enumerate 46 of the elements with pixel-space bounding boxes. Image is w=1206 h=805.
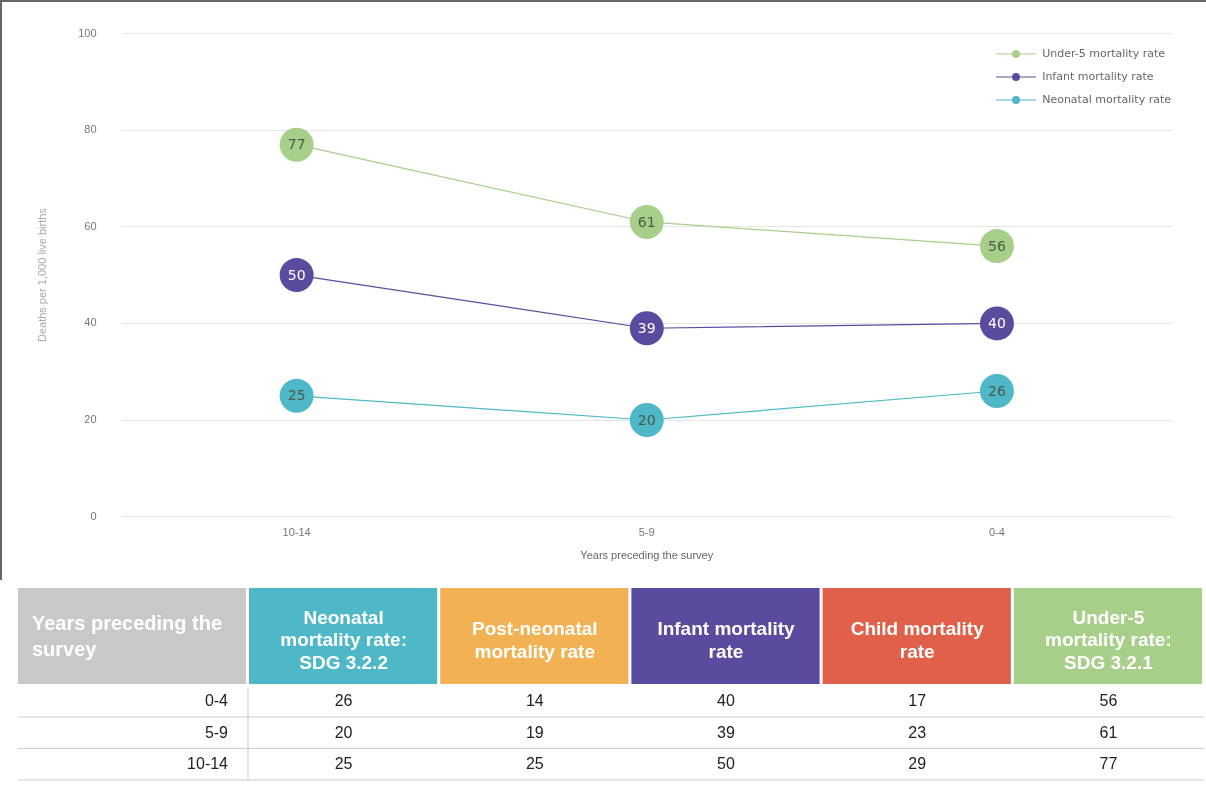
x-tick-label: 5-9 [638,526,655,539]
y-tick-label: 5-9 [204,723,229,741]
data-label: 17 [908,692,927,710]
data-label: 25 [334,755,353,773]
data-label: 61 [637,213,656,230]
legend-label: Infant mortality rate [1042,70,1154,83]
data-label: 50 [717,755,735,773]
y-tick-label: 100 [78,26,97,39]
data-label: 39 [717,723,735,741]
data-label: 26 [988,382,1006,399]
x-tick-label: Infant mortality rate [657,618,796,662]
legend-label: Neonatal mortality rate [1042,93,1171,106]
data-label: 50 [287,266,306,283]
data-label: 14 [525,692,544,710]
data-label: 39 [637,319,656,336]
data-label: 56 [988,237,1006,254]
y-tick-label: 0 [90,509,97,522]
data-label: 19 [525,723,544,741]
data-label: 61 [1099,723,1118,741]
data-label: 25 [525,755,544,773]
y-tick-label: 10-14 [187,755,229,773]
y-tick-label: 80 [84,123,97,136]
x-tick-label: Neonatal mortality rate: SDG 3.2.2 [280,606,407,674]
data-label: 77 [1099,755,1118,773]
y-tick-label: 40 [84,316,97,329]
data-label: 25 [287,387,306,404]
data-label: 40 [717,692,735,710]
data-label: 77 [287,136,306,153]
data-label: 26 [334,692,353,710]
y-tick-label: 20 [84,413,97,426]
data-label: 40 [988,315,1006,332]
data-label: 29 [908,755,927,773]
legend-label: Under-5 mortality rate [1042,47,1166,60]
data-label: 56 [1099,692,1118,710]
x-tick-label: 0-4 [988,526,1005,539]
x-tick-label: Under-5 mortality rate: SDG 3.2.1 [1045,606,1172,674]
x-tick-label: Post-neonatal mortality rate [471,618,598,662]
y-tick-label: 60 [84,219,97,232]
x-tick-label: Child mortality rate [850,618,985,662]
y-axis-title: Deaths per 1,000 live births [35,207,48,343]
x-axis-title: Years preceding the survey [580,549,714,562]
data-label: 20 [334,723,353,741]
data-label: 20 [637,411,656,428]
y-tick-label: 0-4 [204,692,229,710]
data-label: 23 [908,723,927,741]
x-tick-label: 10-14 [282,526,311,539]
